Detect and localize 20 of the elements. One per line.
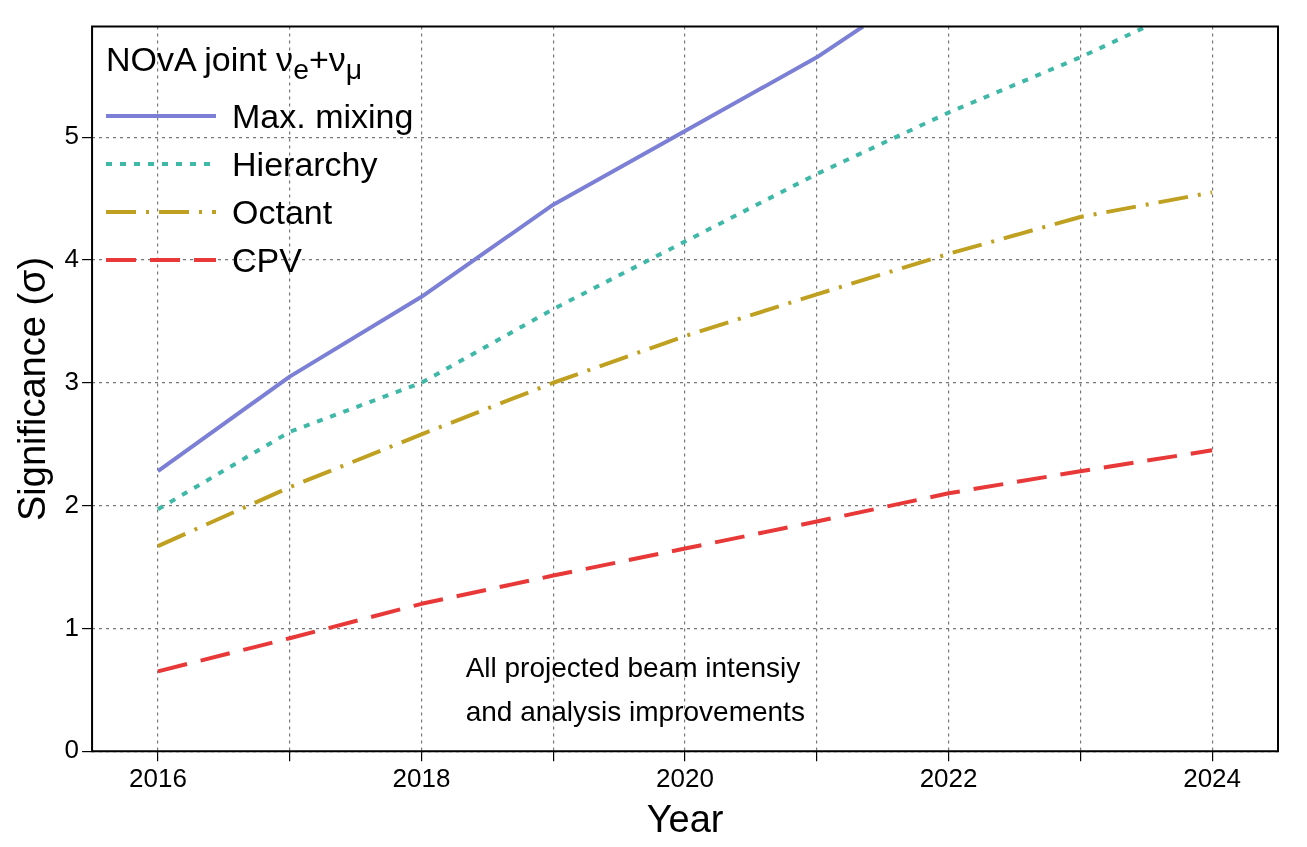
x-tick-label: 2016 xyxy=(129,762,187,793)
legend-title: NOvA joint ν$_{e}$+ν$_{μ}$ xyxy=(106,38,364,87)
y-tick-label: 0 xyxy=(64,734,80,765)
legend-label: CPV xyxy=(232,240,302,282)
x-axis-title: Year xyxy=(646,797,724,840)
x-tick-label: 2020 xyxy=(656,762,714,793)
line-series xyxy=(155,190,1215,549)
y-tick-label: 4 xyxy=(64,243,80,274)
y-tick-label: 3 xyxy=(64,365,80,396)
y-tick-label: 5 xyxy=(64,120,80,151)
y-axis-title: Significance (σ) xyxy=(11,256,54,522)
x-tick-label: 2018 xyxy=(392,762,451,793)
legend-label: Octant xyxy=(232,192,333,234)
annotation: All projected beam intensiy and analysis improvements xyxy=(465,652,805,728)
x-tick-label: 2022 xyxy=(919,762,978,793)
y-tick-label: 1 xyxy=(64,611,80,642)
y-tick-label: 2 xyxy=(64,488,80,519)
legend-label: Max. mixing xyxy=(232,96,414,138)
x-tick-label: 2024 xyxy=(1183,762,1242,793)
legend-label: Hierarchy xyxy=(232,144,378,186)
